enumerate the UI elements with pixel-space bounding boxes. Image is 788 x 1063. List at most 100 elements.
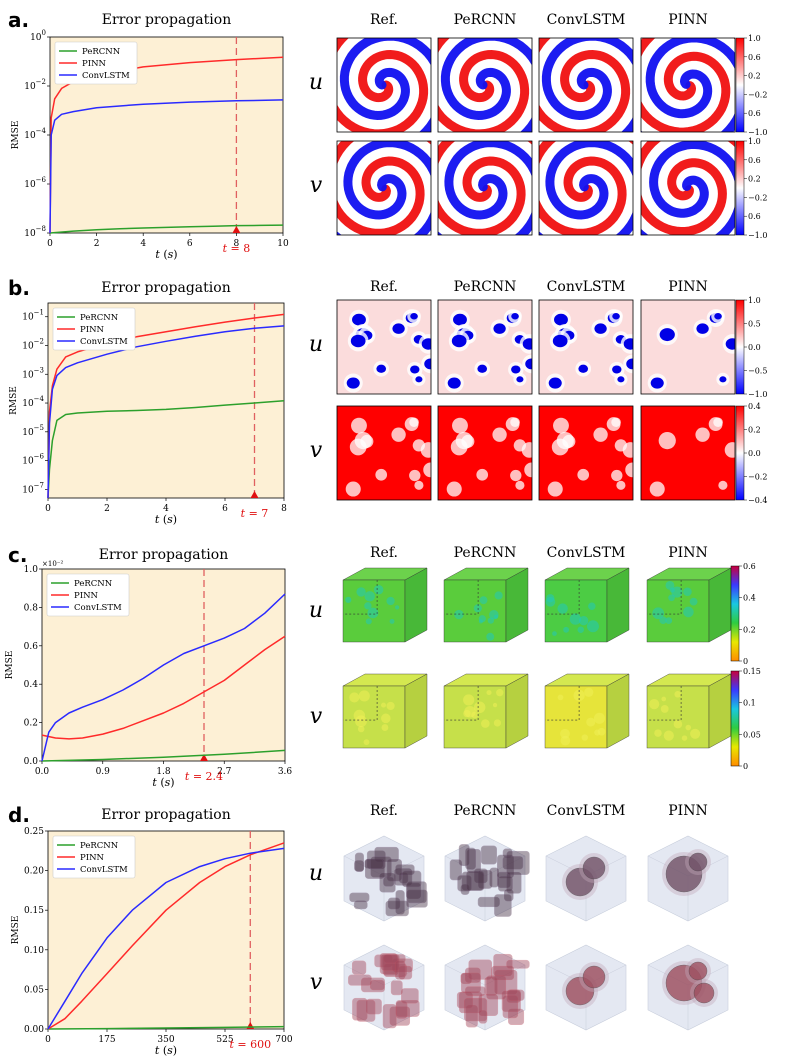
colorbar-tick-label: 0.6 [743, 562, 756, 571]
row-label-u: u [308, 598, 324, 623]
colorbar-tick-label: −1.0 [748, 231, 767, 240]
colorbar-tick-label: 0.2 [743, 625, 756, 634]
column-label: PeRCNN [453, 12, 517, 28]
colorbar-u [735, 37, 745, 133]
row-label-u: u [308, 861, 324, 886]
x-tick-label: 6 [187, 239, 193, 249]
row-label-v: v [309, 173, 323, 198]
series-line-percnn [47, 400, 285, 499]
colorbar-v [730, 670, 740, 767]
spiral-field [438, 38, 532, 132]
x-tick-label: 0.0 [35, 767, 50, 777]
y-tick-label: 10−1 [22, 309, 44, 323]
x-tick-label: 3.6 [278, 767, 293, 777]
marker-triangle [232, 226, 241, 233]
x-tick-label: 0 [45, 1035, 51, 1045]
legend-entry: PINN [80, 853, 105, 863]
x-tick-label: 10 [277, 239, 289, 249]
x-axis-label: t (s) [155, 1044, 177, 1057]
x-axis-label: t (s) [155, 513, 177, 526]
y-tick-label: 0.6 [24, 642, 39, 652]
column-label: PINN [668, 803, 708, 819]
colorbar-tick-label: 0 [743, 657, 748, 666]
cube-volume [443, 567, 529, 643]
x-tick-label: 0 [47, 239, 53, 249]
legend-entry: PeRCNN [80, 841, 119, 851]
isosurface-volume [647, 835, 729, 922]
x-tick-label: 6 [222, 504, 228, 514]
y-tick-label: 10−3 [22, 366, 44, 380]
legend-entry: ConvLSTM [80, 337, 128, 347]
spot-field [539, 406, 633, 500]
y-tick-label: 0.20 [24, 867, 44, 877]
row-label-v: v [309, 438, 323, 463]
colorbar-tick-label: 0.6 [748, 109, 761, 118]
y-tick-label: 0.00 [24, 1025, 44, 1035]
y-tick-label: 0.0 [24, 757, 39, 767]
panel-1: 0 2 4 6 8 10−7 10−6 10−5 10−4 10−3 10−2 10−1 t (s) RM… [9, 302, 287, 526]
x-tick-label: 8 [234, 239, 240, 249]
y-tick-label: 10−5 [22, 424, 44, 438]
colorbar-tick-label: 0.0 [748, 449, 761, 458]
y-tick-label: 10−2 [24, 78, 46, 92]
colorbar-tick-label: 0.2 [748, 426, 761, 435]
cube-volume [544, 673, 630, 749]
x-tick-label: 2.7 [217, 767, 232, 777]
y-tick-label: 0.8 [24, 603, 39, 613]
panel-0: 0 2 4 6 8 10 10−8 10−6 10−4 10−2 100 t (s) RMSE t = 8… [11, 29, 289, 261]
isosurface-volume [647, 944, 729, 1031]
cube-volume [544, 567, 630, 643]
colorbar-tick-label: 1.0 [748, 296, 761, 305]
column-label: Ref. [370, 279, 398, 295]
series-line-convlstm [49, 99, 284, 234]
row-label-u: u [308, 70, 324, 95]
x-tick-label: 1.8 [156, 767, 171, 777]
spot-field [641, 406, 735, 500]
y-tick-label: 10−4 [24, 127, 46, 141]
cube-volume [443, 673, 529, 749]
colorbar-tick-label: 0.1 [743, 699, 756, 708]
legend-entry: PeRCNN [74, 579, 113, 589]
spot-field [337, 406, 431, 500]
colorbar-tick-label: −0.5 [748, 367, 767, 376]
panel-label: c. [8, 543, 28, 567]
colorbar-tick-label: 0.5 [748, 320, 761, 329]
cube-volume [646, 673, 732, 749]
marker-label: t = 8 [223, 242, 251, 255]
legend-entry: ConvLSTM [74, 603, 122, 613]
legend [46, 573, 130, 617]
y-tick-label: 10−7 [22, 481, 44, 495]
panel-title: Error propagation [101, 12, 232, 28]
isosurface-volume [343, 944, 425, 1031]
series-line-convlstm [41, 593, 286, 762]
isosurface-volume [545, 944, 627, 1031]
series-line-percnn [47, 1025, 285, 1030]
legend [52, 835, 136, 879]
legend-entry: PINN [82, 59, 107, 69]
cube-volume [342, 567, 428, 643]
legend-entry: PINN [80, 325, 105, 335]
spot-field [438, 406, 532, 500]
x-tick-label: 4 [140, 239, 146, 249]
isosurface-volume [444, 835, 530, 922]
column-label: PeRCNN [453, 545, 517, 561]
colorbar-tick-label: −0.2 [748, 193, 767, 202]
column-label: PeRCNN [453, 803, 517, 819]
y-tick-label: 10−6 [22, 453, 44, 467]
series-line-convlstm [47, 847, 285, 1030]
y-tick-label: 10−8 [24, 225, 46, 239]
spiral-field [539, 141, 633, 235]
x-tick-label: 8 [281, 504, 287, 514]
colorbar-v [735, 140, 745, 236]
colorbar-tick-label: 0.6 [748, 53, 761, 62]
colorbar-tick-label: 0.6 [748, 212, 761, 221]
column-label: ConvLSTM [546, 545, 626, 561]
y-axis-exponent: ×10⁻² [42, 560, 63, 568]
colorbar-tick-label: 0 [743, 762, 748, 771]
colorbar-tick-label: 0.4 [748, 402, 761, 411]
x-tick-label: 2 [104, 504, 110, 514]
colorbar-tick-label: −0.4 [748, 496, 767, 505]
colorbar-tick-label: 0.2 [748, 72, 761, 81]
x-tick-label: 2 [94, 239, 100, 249]
